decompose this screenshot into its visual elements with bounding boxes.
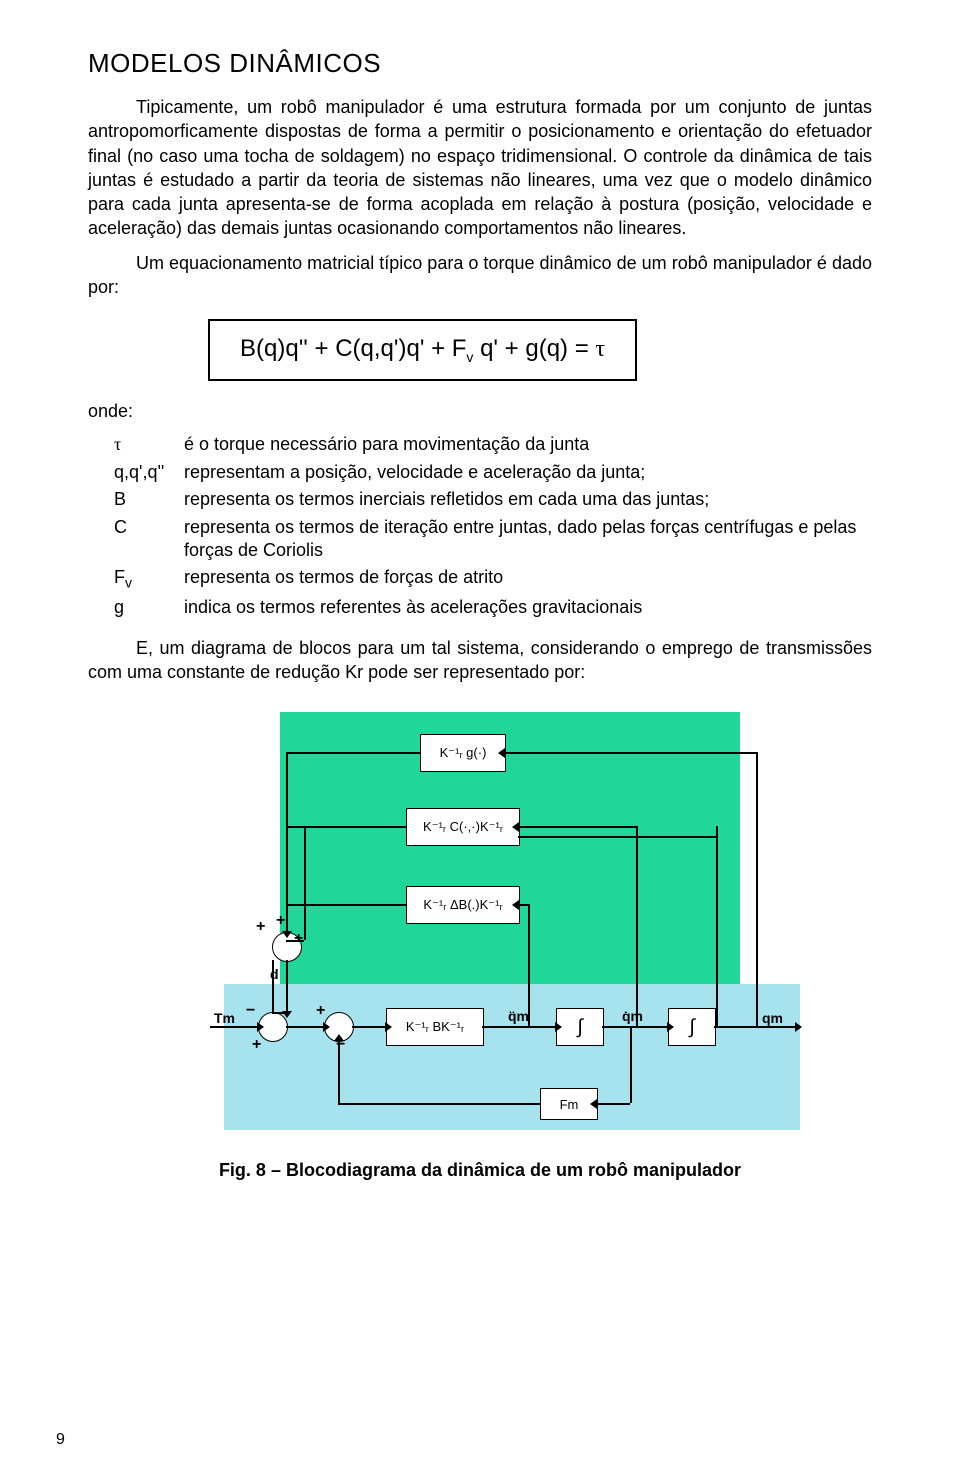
paragraph-eq-lead: Um equacionamento matricial típico para … [88,251,872,300]
where-label: onde: [88,399,872,423]
sign-0: + [256,918,265,936]
label-qmdd: q̈m [508,1008,529,1024]
wire-int2-out [714,1026,796,1028]
wire-g-out [286,752,420,754]
block-int2: ∫ [668,1008,716,1046]
wire-qm-up2 [716,826,718,1026]
block-int1: ∫ [556,1008,604,1046]
wire-fm-left2 [338,1103,540,1105]
wire-c-out2 [286,826,406,828]
wire-qdd-up [528,904,530,1026]
wire-tm-in [210,1026,258,1028]
figure-caption: Fig. 8 – Blocodiagrama da dinâmica de um… [160,1160,800,1181]
block-diagram: K⁻¹ᵣ g(·) K⁻¹ᵣ C(·,·)K⁻¹ᵣ K⁻¹ᵣ ΔB(.)K⁻¹ᵣ K⁻… [160,712,800,1142]
wire-fm-left [596,1103,630,1105]
sign-4: + [252,1036,261,1054]
def-txt-q: representam a posição, velocidade e acel… [184,461,872,484]
figure-wrapper: K⁻¹ᵣ g(·) K⁻¹ᵣ C(·,·)K⁻¹ᵣ K⁻¹ᵣ ΔB(.)K⁻¹ᵣ K⁻… [160,712,800,1181]
definitions-list: τ é o torque necessário para movimentaçã… [114,433,872,619]
diagram-blue-region [224,984,800,1130]
wire-s3-bk [352,1026,386,1028]
paragraph-intro: Tipicamente, um robô manipulador é uma e… [88,95,872,241]
def-txt-c: representa os termos de iteração entre j… [184,516,872,563]
wire-qd-c [518,826,636,828]
label-qm: qm [762,1010,783,1026]
section-title: MODELOS DINÂMICOS [88,48,872,79]
sign-5: + [316,1002,325,1020]
wire-db-out [286,904,406,906]
def-txt-fv: representa os termos de forças de atrito [184,566,872,592]
def-sym-tau: τ [114,433,184,456]
equation-box: B(q)q'' + C(q,q')q' + Fv q' + g(q) = τ [208,319,637,381]
wire-int1-int2 [602,1026,668,1028]
wire-collect [286,752,288,932]
paragraph-diagram-lead: E, um diagrama de blocos para um tal sis… [88,636,872,685]
wire-fm-down [630,1026,632,1103]
block-bk: K⁻¹ᵣ BK⁻¹ᵣ [386,1008,484,1046]
def-sym-q: q,q',q'' [114,461,184,484]
wire-s1-s2 [286,960,288,1012]
wire-qdd-db [518,904,528,906]
sign-1: + [276,912,285,930]
def-sym-g: g [114,596,184,619]
def-sym-c: C [114,516,184,563]
wire-qd-up [636,826,638,1026]
def-txt-b: representa os termos inerciais refletido… [184,488,872,511]
block-c: K⁻¹ᵣ C(·,·)K⁻¹ᵣ [406,808,520,846]
sign-3: − [246,1002,255,1020]
def-txt-g: indica os termos referentes às aceleraçõ… [184,596,872,619]
page-number: 9 [56,1431,65,1449]
wire-bk-int1 [482,1026,556,1028]
label-Tm: Tm [214,1010,235,1026]
sign-2: + [294,930,303,948]
wire-s2-s3 [286,1026,324,1028]
def-txt-tau: é o torque necessário para movimentação … [184,433,872,456]
wire-qm-g [504,752,756,754]
def-sym-b: B [114,488,184,511]
wire-qm-up [756,752,758,1026]
block-g: K⁻¹ᵣ g(·) [420,734,506,772]
block-db: K⁻¹ᵣ ΔB(.)K⁻¹ᵣ [406,886,520,924]
equation-text: B(q)q'' + C(q,q')q' + Fv q' + g(q) = τ [240,335,605,362]
def-sym-fv: Fv [114,566,184,592]
wire-fm-up [338,1040,340,1103]
label-qmd: q̇m [622,1008,643,1024]
